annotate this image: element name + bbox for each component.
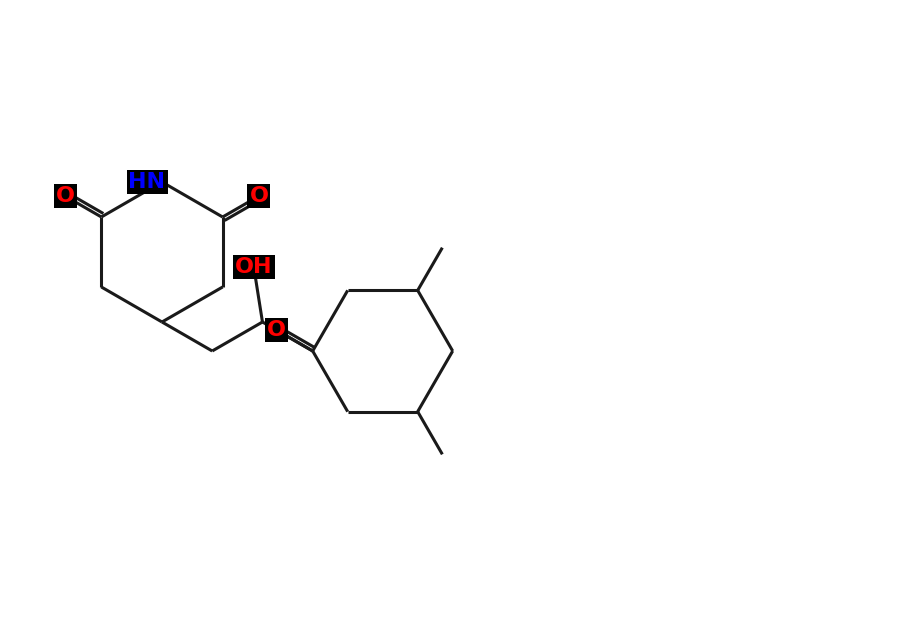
Text: HN: HN xyxy=(129,172,165,192)
Text: O: O xyxy=(56,186,75,206)
Text: O: O xyxy=(267,320,286,340)
Text: O: O xyxy=(250,186,269,206)
Text: OH: OH xyxy=(235,257,272,277)
